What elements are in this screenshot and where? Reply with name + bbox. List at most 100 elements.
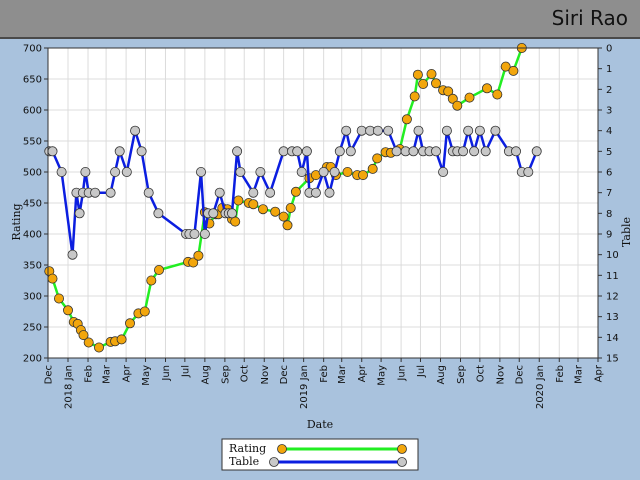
table-point bbox=[356, 125, 367, 136]
table-point bbox=[195, 166, 206, 177]
title-bar: Siri Rao bbox=[0, 0, 640, 39]
table-point bbox=[438, 166, 449, 177]
legend-marker-table-right bbox=[397, 457, 407, 467]
rating-point bbox=[418, 79, 429, 90]
legend-box bbox=[221, 438, 419, 471]
rating-point bbox=[233, 195, 244, 206]
rating-point bbox=[257, 204, 268, 215]
y-tick-label: 450 bbox=[23, 199, 42, 210]
table-point bbox=[474, 125, 485, 136]
table-point bbox=[136, 146, 147, 157]
y2-tick-label: 2 bbox=[606, 85, 612, 96]
table-point bbox=[463, 125, 474, 136]
table-point bbox=[105, 187, 116, 198]
rating-point bbox=[452, 100, 463, 111]
table-point bbox=[458, 146, 469, 157]
x-tick-label: Jul bbox=[416, 365, 427, 378]
table-point bbox=[510, 146, 521, 157]
y2-tick-label: 10 bbox=[606, 250, 619, 261]
rating-point bbox=[426, 69, 437, 80]
table-point bbox=[47, 146, 58, 157]
x-tick-label: Dec bbox=[515, 365, 526, 384]
table-point bbox=[441, 125, 452, 136]
x-tick-label: 2019 Jan bbox=[299, 365, 310, 409]
rating-point bbox=[63, 305, 74, 316]
table-point bbox=[278, 146, 289, 157]
table-point bbox=[235, 166, 246, 177]
x-tick-label: Mar bbox=[337, 364, 348, 384]
grid-lines bbox=[47, 47, 599, 359]
x-tick-label: Sep bbox=[220, 365, 231, 384]
x-tick-label: Nov bbox=[495, 365, 506, 385]
y2-tick-label: 3 bbox=[606, 106, 612, 117]
x-tick-label: Feb bbox=[319, 365, 330, 383]
rating-point bbox=[430, 78, 441, 89]
x-tick-label: Oct bbox=[240, 365, 251, 382]
y2-tick-label: 4 bbox=[606, 126, 612, 137]
table-point bbox=[114, 146, 125, 157]
y-axis-left: 200 250 300 350 400 450 500 550 600 650 700 bbox=[23, 44, 48, 365]
x-tick-label: Aug bbox=[436, 365, 447, 385]
y2-tick-label: 8 bbox=[606, 209, 612, 220]
rating-point bbox=[125, 318, 136, 329]
table-point bbox=[292, 146, 303, 157]
rating-point bbox=[282, 220, 293, 231]
table-point bbox=[90, 187, 101, 198]
y-tick-label: 350 bbox=[23, 261, 42, 272]
rating-point bbox=[500, 61, 511, 72]
table-point bbox=[226, 208, 237, 219]
x-axis-label: Date bbox=[307, 418, 333, 431]
rating-point bbox=[193, 250, 204, 261]
table-point bbox=[531, 146, 542, 157]
series-layer bbox=[44, 43, 542, 353]
rating-point bbox=[139, 306, 150, 317]
table-point bbox=[67, 249, 78, 260]
rating-point bbox=[248, 199, 259, 210]
series-table bbox=[44, 125, 542, 260]
rating-point bbox=[409, 91, 420, 102]
y2-tick-label: 12 bbox=[606, 292, 619, 303]
table-point bbox=[301, 146, 312, 157]
x-tick-label: Jun bbox=[161, 365, 172, 382]
x-tick-label: 2018 Jan bbox=[64, 365, 75, 409]
x-tick-label: Sep bbox=[456, 365, 467, 384]
table-point bbox=[324, 187, 335, 198]
y2-tick-label: 9 bbox=[606, 230, 612, 241]
x-tick-label: Jul bbox=[180, 365, 191, 378]
x-tick-label: May bbox=[377, 365, 388, 386]
table-point bbox=[143, 187, 154, 198]
table-point bbox=[199, 228, 210, 239]
x-tick-label: Apr bbox=[594, 364, 605, 382]
rating-point bbox=[412, 69, 423, 80]
y2-tick-label: 5 bbox=[606, 147, 612, 158]
rating-point bbox=[54, 293, 65, 304]
x-axis: Dec 2018 Jan Feb Mar Apr May Jun Jul Aug Sep Oct No… bbox=[44, 358, 605, 409]
rating-point bbox=[508, 65, 519, 76]
x-tick-label: Nov bbox=[260, 365, 271, 385]
legend-marker-table-left bbox=[269, 457, 279, 467]
x-tick-label: Oct bbox=[475, 365, 486, 382]
rating-point bbox=[78, 330, 89, 341]
table-point bbox=[130, 125, 141, 136]
table-point bbox=[345, 146, 356, 157]
rating-point bbox=[278, 211, 289, 222]
x-tick-label: Aug bbox=[200, 365, 211, 385]
rating-point bbox=[83, 337, 94, 348]
table-point bbox=[110, 166, 121, 177]
y-tick-label: 500 bbox=[23, 168, 42, 179]
rating-point bbox=[94, 342, 105, 353]
table-point bbox=[391, 146, 402, 157]
rating-point bbox=[47, 273, 58, 284]
y-tick-label: 250 bbox=[23, 323, 42, 334]
rating-point bbox=[230, 216, 241, 227]
y2-tick-label: 6 bbox=[606, 168, 612, 179]
table-point bbox=[469, 146, 480, 157]
y-axis-label: Rating bbox=[10, 203, 23, 240]
rating-point bbox=[146, 275, 157, 286]
table-point bbox=[153, 208, 164, 219]
y-tick-label: 300 bbox=[23, 292, 42, 303]
x-tick-label: Dec bbox=[44, 365, 55, 384]
table-point bbox=[208, 208, 219, 219]
y2-tick-label: 15 bbox=[606, 354, 619, 365]
